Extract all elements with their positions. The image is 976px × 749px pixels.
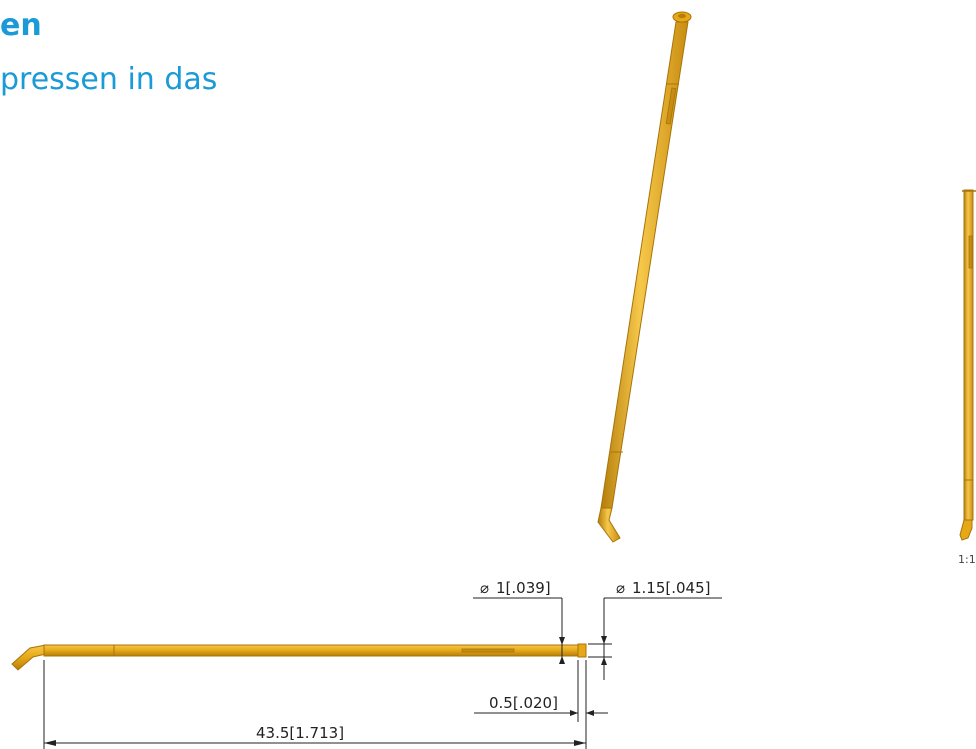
- iso-pin-head-hole: [678, 13, 686, 19]
- heading-line-2: pressen in das: [0, 62, 218, 97]
- pin-bent-tip: [11, 644, 47, 671]
- side-pin-view: 1:1: [958, 189, 976, 566]
- dim-label-tip-length: 0.5[.020]: [489, 694, 558, 712]
- dim-label-diameter-large: 1.15[.045]: [632, 579, 711, 597]
- diameter-symbol-small: ⌀: [480, 579, 489, 597]
- pin-head: [577, 643, 587, 658]
- dim-arrow: [570, 710, 578, 716]
- isometric-pin-view: [597, 11, 692, 543]
- iso-pin-slot: [665, 87, 677, 125]
- side-pin-bent-tip: [959, 519, 973, 541]
- iso-pin-bent-tip: [597, 507, 621, 543]
- dim-label-diameter-small: 1[.039]: [496, 579, 551, 597]
- side-view-scale-label: 1:1: [958, 553, 976, 566]
- dim-arrow: [601, 636, 607, 644]
- horizontal-pin-view: [11, 643, 587, 671]
- side-pin-slot: [968, 235, 973, 269]
- heading-line-1: en: [0, 8, 42, 43]
- dim-arrow: [574, 740, 586, 746]
- pin-slot: [461, 648, 515, 653]
- dim-label-overall-length: 43.5[1.713]: [256, 724, 344, 742]
- dimension-annotations: [43, 597, 722, 749]
- diameter-symbol-large: ⌀: [616, 579, 625, 597]
- dim-arrow: [559, 637, 565, 645]
- dim-arrow: [44, 740, 56, 746]
- dim-arrow: [601, 657, 607, 665]
- dim-arrow: [559, 656, 565, 664]
- dim-arrow: [586, 710, 594, 716]
